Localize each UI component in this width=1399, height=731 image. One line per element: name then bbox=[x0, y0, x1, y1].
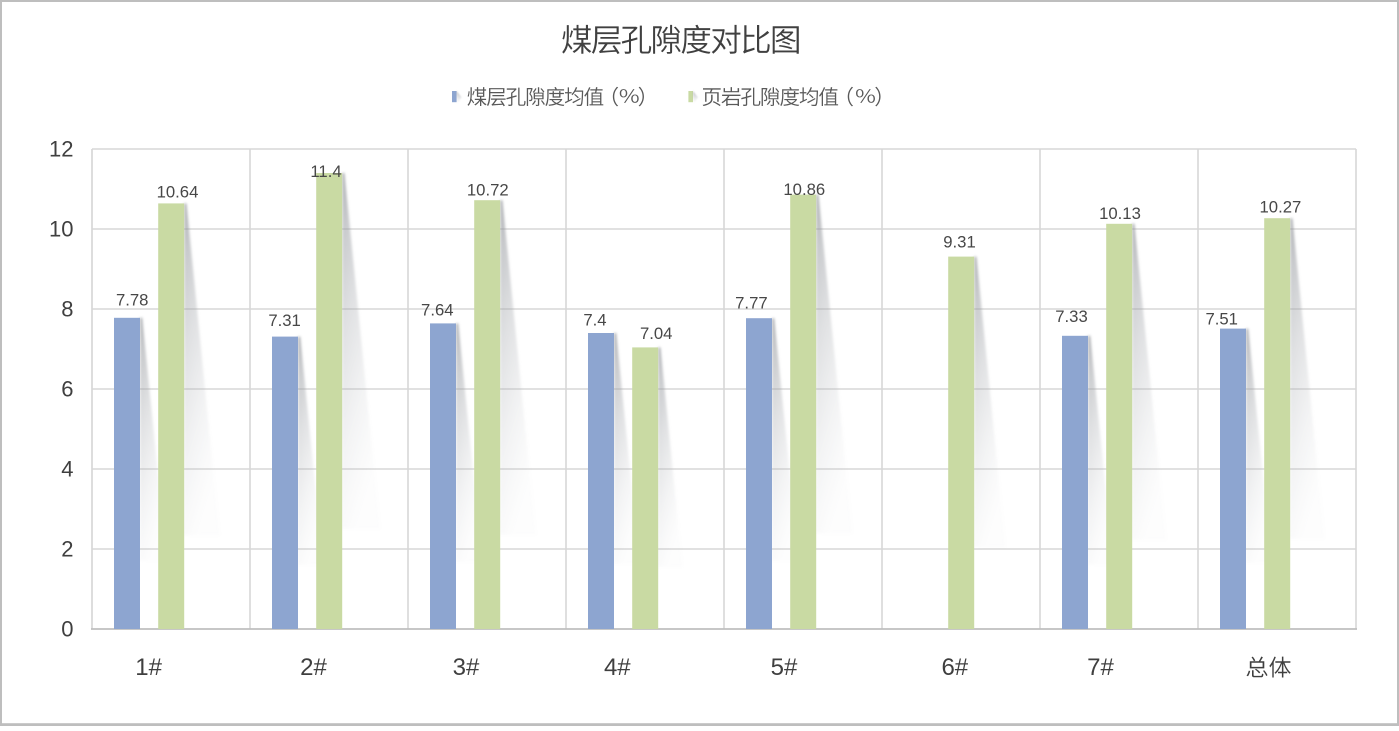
svg-text:10.13: 10.13 bbox=[1099, 204, 1141, 223]
svg-text:4#: 4# bbox=[604, 654, 631, 681]
svg-text:10.86: 10.86 bbox=[783, 180, 825, 199]
svg-text:5#: 5# bbox=[771, 654, 798, 681]
svg-text:7.77: 7.77 bbox=[735, 294, 767, 313]
svg-text:7.31: 7.31 bbox=[268, 311, 300, 330]
svg-text:2#: 2# bbox=[300, 654, 327, 681]
svg-text:4: 4 bbox=[61, 457, 73, 482]
svg-text:3#: 3# bbox=[453, 654, 480, 681]
svg-text:2: 2 bbox=[61, 537, 73, 562]
svg-text:7.4: 7.4 bbox=[583, 311, 606, 330]
svg-text:7.51: 7.51 bbox=[1205, 309, 1237, 328]
svg-text:7.04: 7.04 bbox=[640, 324, 672, 343]
svg-text:12: 12 bbox=[49, 137, 73, 162]
svg-text:10.64: 10.64 bbox=[157, 183, 199, 202]
svg-text:6#: 6# bbox=[941, 654, 968, 681]
svg-text:11.4: 11.4 bbox=[310, 162, 341, 181]
svg-text:7.33: 7.33 bbox=[1055, 307, 1087, 326]
svg-text:0: 0 bbox=[61, 617, 73, 642]
svg-text:8: 8 bbox=[61, 297, 73, 322]
svg-text:10.27: 10.27 bbox=[1260, 197, 1302, 216]
svg-text:1#: 1# bbox=[135, 654, 162, 681]
svg-text:7#: 7# bbox=[1087, 654, 1114, 681]
svg-text:7.78: 7.78 bbox=[116, 290, 148, 309]
svg-text:10: 10 bbox=[49, 217, 73, 242]
svg-text:9.31: 9.31 bbox=[943, 232, 975, 251]
svg-text:10.72: 10.72 bbox=[467, 180, 509, 199]
svg-text:7.64: 7.64 bbox=[421, 300, 453, 319]
svg-text:6: 6 bbox=[61, 377, 73, 402]
